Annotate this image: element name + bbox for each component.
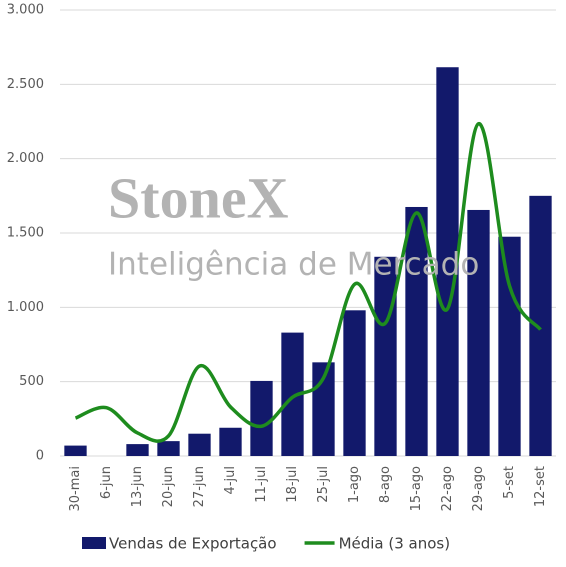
x-tick-label: 18-jul <box>285 466 300 503</box>
x-tick-label: 5-set <box>502 466 517 499</box>
x-tick-label: 20-jun <box>161 466 176 507</box>
x-tick-label: 12-set <box>533 466 548 507</box>
x-tick-label: 25-jul <box>316 466 331 503</box>
bar <box>126 444 149 456</box>
bar <box>436 67 459 456</box>
bar <box>219 427 242 456</box>
y-tick-label: 3.000 <box>7 3 44 18</box>
bar <box>467 209 490 456</box>
bar <box>405 206 428 456</box>
legend-label: Média (3 anos) <box>339 535 451 553</box>
x-tick-label: 22-ago <box>440 466 455 511</box>
x-tick-label: 15-ago <box>409 466 424 511</box>
watermark: StoneX <box>108 165 289 230</box>
y-tick-label: 2.500 <box>7 77 44 92</box>
x-tick-label: 4-jul <box>223 466 238 494</box>
x-tick-label: 27-jun <box>192 466 207 507</box>
y-tick-label: 500 <box>19 374 44 389</box>
x-tick-label: 8-ago <box>378 466 393 503</box>
y-tick-label: 0 <box>36 449 44 464</box>
y-tick-label: 1.500 <box>7 226 44 241</box>
x-tick-label: 29-ago <box>471 466 486 511</box>
legend-swatch <box>82 537 106 549</box>
bar <box>64 445 87 456</box>
x-tick-label: 30-mai <box>68 466 83 511</box>
x-tick-label: 11-jul <box>254 466 269 503</box>
y-tick-label: 2.000 <box>7 151 44 166</box>
bar <box>157 441 180 456</box>
bar <box>250 380 273 456</box>
legend-label: Vendas de Exportação <box>109 535 277 553</box>
bar <box>374 256 397 456</box>
x-tick-label: 13-jun <box>130 466 145 507</box>
bar <box>498 236 521 456</box>
y-tick-label: 1.000 <box>7 300 44 315</box>
bar <box>188 433 211 456</box>
bar <box>281 332 304 456</box>
x-tick-label: 1-ago <box>347 466 362 503</box>
bar <box>529 195 552 457</box>
line <box>74 121 542 443</box>
watermark-subtitle: Inteligência de Mercado <box>108 247 479 283</box>
bar <box>343 310 366 456</box>
x-tick-label: 6-jun <box>99 466 114 499</box>
